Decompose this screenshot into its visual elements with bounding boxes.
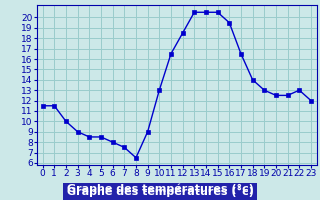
- Text: Graphe des températures (°c): Graphe des températures (°c): [67, 183, 253, 194]
- Text: Graphe des températures (°c): Graphe des températures (°c): [67, 187, 253, 197]
